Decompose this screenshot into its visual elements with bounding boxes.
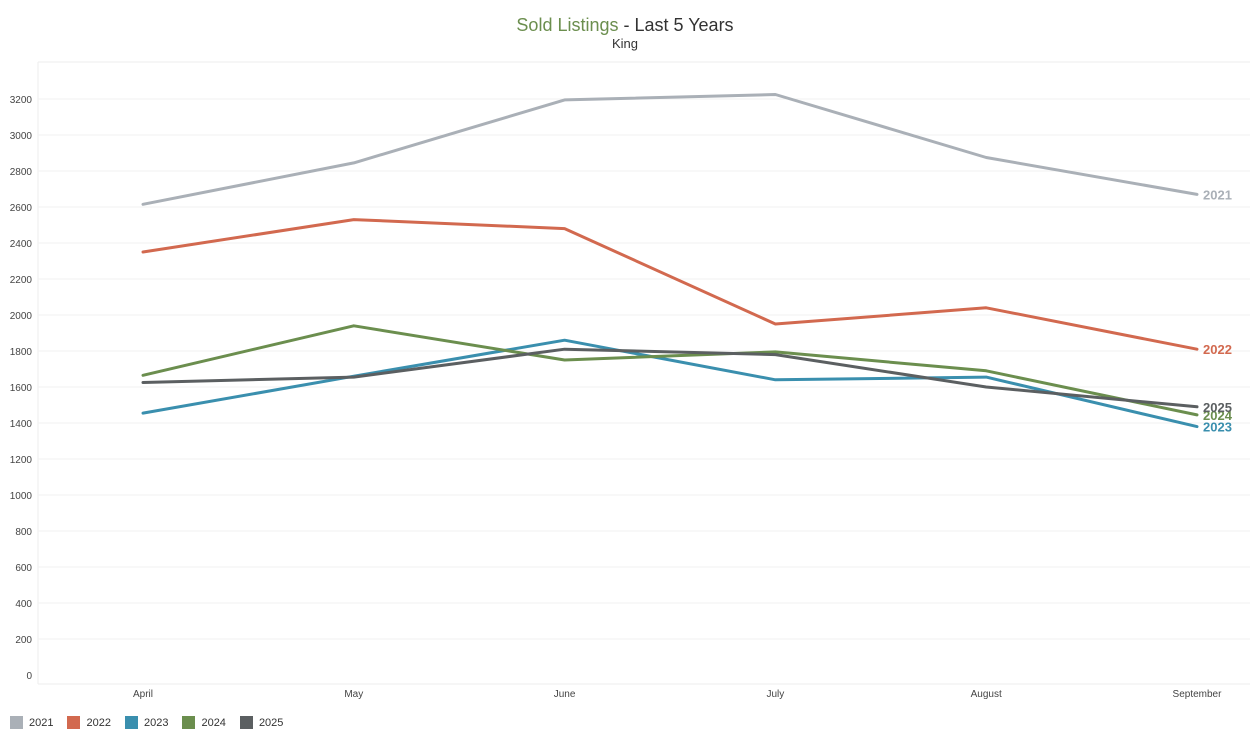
- series-end-label-2024: 2024: [1203, 408, 1233, 423]
- legend-label: 2022: [86, 716, 111, 729]
- legend-item-2023[interactable]: 2023: [124, 716, 169, 729]
- chart-title-block: Sold Listings - Last 5 Years King: [0, 14, 1250, 52]
- x-tick-label: June: [554, 689, 576, 700]
- x-tick-label: September: [1173, 689, 1223, 700]
- y-tick-label: 600: [15, 563, 32, 574]
- y-tick-label: 1000: [10, 491, 33, 502]
- y-tick-label: 3200: [10, 95, 33, 106]
- y-tick-label: 1800: [10, 347, 33, 358]
- y-tick-label: 2200: [10, 275, 33, 286]
- series-end-label-2025: 2025: [1203, 400, 1232, 415]
- chart-title-rest: - Last 5 Years: [618, 15, 734, 35]
- series-line-2025: [141, 347, 1199, 409]
- legend-label: 2025: [258, 716, 284, 729]
- y-tick-label: 3000: [10, 131, 33, 142]
- legend-swatch: [124, 716, 138, 729]
- y-tick-label: 800: [15, 527, 32, 538]
- legend-swatch: [10, 716, 23, 729]
- series-line-2021: [141, 93, 1199, 206]
- y-tick-label: 2400: [10, 239, 33, 250]
- legend-item-2024[interactable]: 2024: [182, 716, 226, 729]
- y-tick-label: 2600: [10, 203, 33, 214]
- legend-swatch: [182, 716, 196, 729]
- x-tick-label: April: [133, 689, 153, 700]
- series-line-2023: [141, 338, 1199, 429]
- legend-item-2021[interactable]: 2021: [10, 716, 53, 729]
- series-line-2022: [141, 218, 1199, 351]
- legend: 2021 2022 2023 2024 2025: [10, 716, 297, 729]
- legend-swatch: [67, 716, 81, 729]
- y-tick-label: 0: [26, 671, 32, 682]
- y-tick-label: 200: [15, 635, 32, 646]
- chart-title: Sold Listings - Last 5 Years: [0, 14, 1250, 36]
- y-tick-label: 2000: [10, 311, 33, 322]
- y-tick-label: 1200: [10, 455, 33, 466]
- series-end-label-2021: 2021: [1203, 187, 1232, 202]
- legend-label: 2021: [29, 716, 54, 729]
- y-tick-label: 2800: [10, 167, 33, 178]
- chart-title-main: Sold Listings: [516, 15, 619, 35]
- chart-subtitle: King: [611, 36, 639, 51]
- series-line-2024: [141, 324, 1199, 417]
- legend-label: 2023: [143, 716, 169, 729]
- series-end-label-2022: 2022: [1203, 342, 1232, 357]
- x-tick-label: August: [971, 689, 1002, 700]
- y-tick-label: 400: [15, 599, 32, 610]
- x-tick-label: May: [344, 689, 363, 700]
- legend-swatch: [239, 716, 253, 729]
- y-tick-label: 1400: [10, 419, 33, 430]
- legend-item-2022[interactable]: 2022: [67, 716, 111, 729]
- legend-item-2025[interactable]: 2025: [239, 716, 284, 729]
- series-end-label-2023: 2023: [1203, 420, 1232, 435]
- legend-label: 2024: [201, 716, 226, 729]
- y-tick-label: 1600: [10, 383, 33, 394]
- x-tick-label: July: [767, 689, 785, 700]
